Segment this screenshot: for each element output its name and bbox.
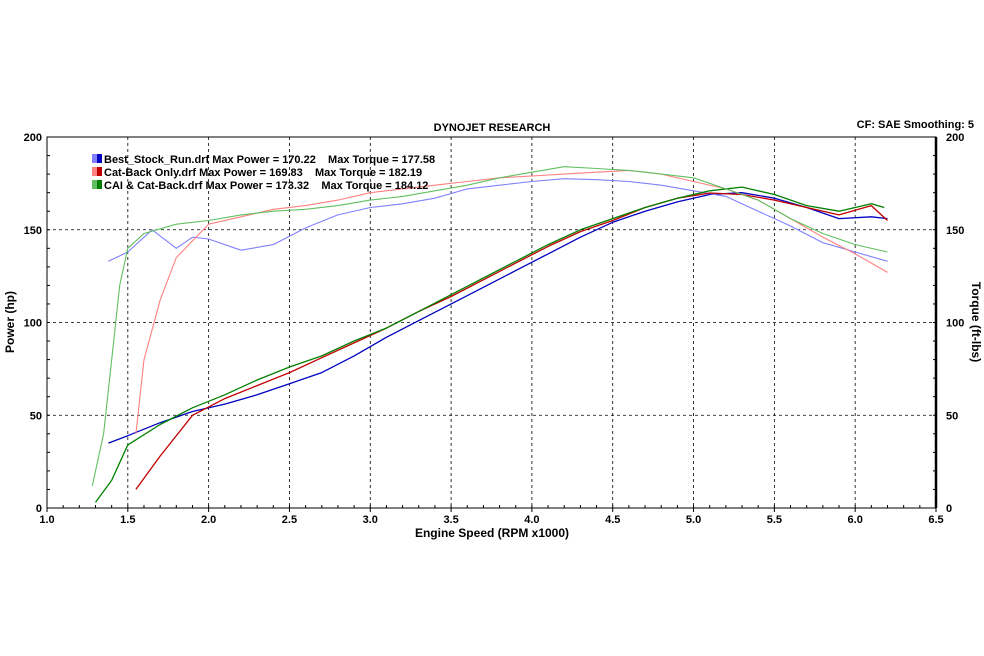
x-tick-label: 5.5 [767, 514, 782, 526]
series-layer [91, 166, 888, 503]
cat-back-only-drf-power-line [135, 192, 888, 490]
legend: Best_Stock_Run.drf Max Power = 170.22 Ma… [92, 154, 435, 192]
cai-cat-back-drf-power-line [94, 186, 885, 503]
x-tick-label: 3.0 [363, 514, 378, 526]
x-tick-label: 1.5 [120, 514, 135, 526]
chart-title: DYNOJET RESEARCH [434, 122, 551, 134]
x-tick-label: 1.0 [39, 514, 54, 526]
y-tick-label: 100 [24, 318, 42, 330]
correction-factor-label: CF: SAE Smoothing: 5 [857, 119, 974, 131]
x-tick-label: 6.5 [928, 514, 943, 526]
x-tick-label: 3.5 [443, 514, 458, 526]
legend-item: Cat-Back Only.drf Max Power = 169.83 Max… [92, 167, 422, 179]
y2-tick-label: 150 [946, 225, 964, 237]
x-tick-label: 4.0 [524, 514, 539, 526]
legend-swatch-light [92, 154, 97, 163]
y2-tick-labels: 0 50 100 150 200 [946, 132, 964, 515]
y2-tick-label: 200 [946, 132, 964, 144]
y-tick-label: 200 [24, 132, 42, 144]
axis-ticks [46, 136, 938, 512]
grid-lines [47, 137, 936, 508]
y-axis-label: Power (hp) [3, 291, 17, 353]
y-tick-label: 150 [24, 225, 42, 237]
x-tick-label: 2.5 [282, 514, 297, 526]
legend-swatch-light [92, 180, 97, 189]
legend-swatch-dark [97, 167, 102, 176]
y-tick-label: 50 [30, 410, 42, 422]
x-tick-label: 6.0 [848, 514, 863, 526]
x-tick-label: 5.0 [686, 514, 701, 526]
best-stock-run-drf-torque-line [108, 178, 888, 262]
x-tick-label: 2.0 [201, 514, 216, 526]
legend-item: Best_Stock_Run.drf Max Power = 170.22 Ma… [92, 154, 435, 166]
cai-cat-back-drf-torque-line [91, 166, 888, 486]
legend-text: Best_Stock_Run.drf Max Power = 170.22 Ma… [104, 154, 435, 166]
legend-text: Cat-Back Only.drf Max Power = 169.83 Max… [104, 167, 422, 179]
best-stock-run-drf-power-line [108, 192, 888, 444]
y2-tick-label: 50 [946, 410, 958, 422]
legend-swatch-dark [97, 154, 102, 163]
x-axis-label: Engine Speed (RPM x1000) [415, 526, 569, 540]
x-tick-labels: 1.0 1.5 2.0 2.5 3.0 3.5 4.0 4.5 5.0 5.5 6.0 6.5 [39, 514, 943, 526]
y2-axis-label: Torque (ft-lbs) [969, 282, 983, 362]
y-tick-labels: 0 50 100 150 200 [24, 132, 42, 515]
legend-text: CAI & Cat-Back.drf Max Power = 173.32 Ma… [104, 180, 428, 192]
x-tick-label: 4.5 [605, 514, 620, 526]
y-tick-label: 0 [36, 503, 42, 515]
y2-tick-label: 100 [946, 318, 964, 330]
legend-swatch-light [92, 167, 97, 176]
legend-item: CAI & Cat-Back.drf Max Power = 173.32 Ma… [92, 180, 428, 192]
y2-tick-label: 0 [946, 503, 952, 515]
legend-swatch-dark [97, 180, 102, 189]
